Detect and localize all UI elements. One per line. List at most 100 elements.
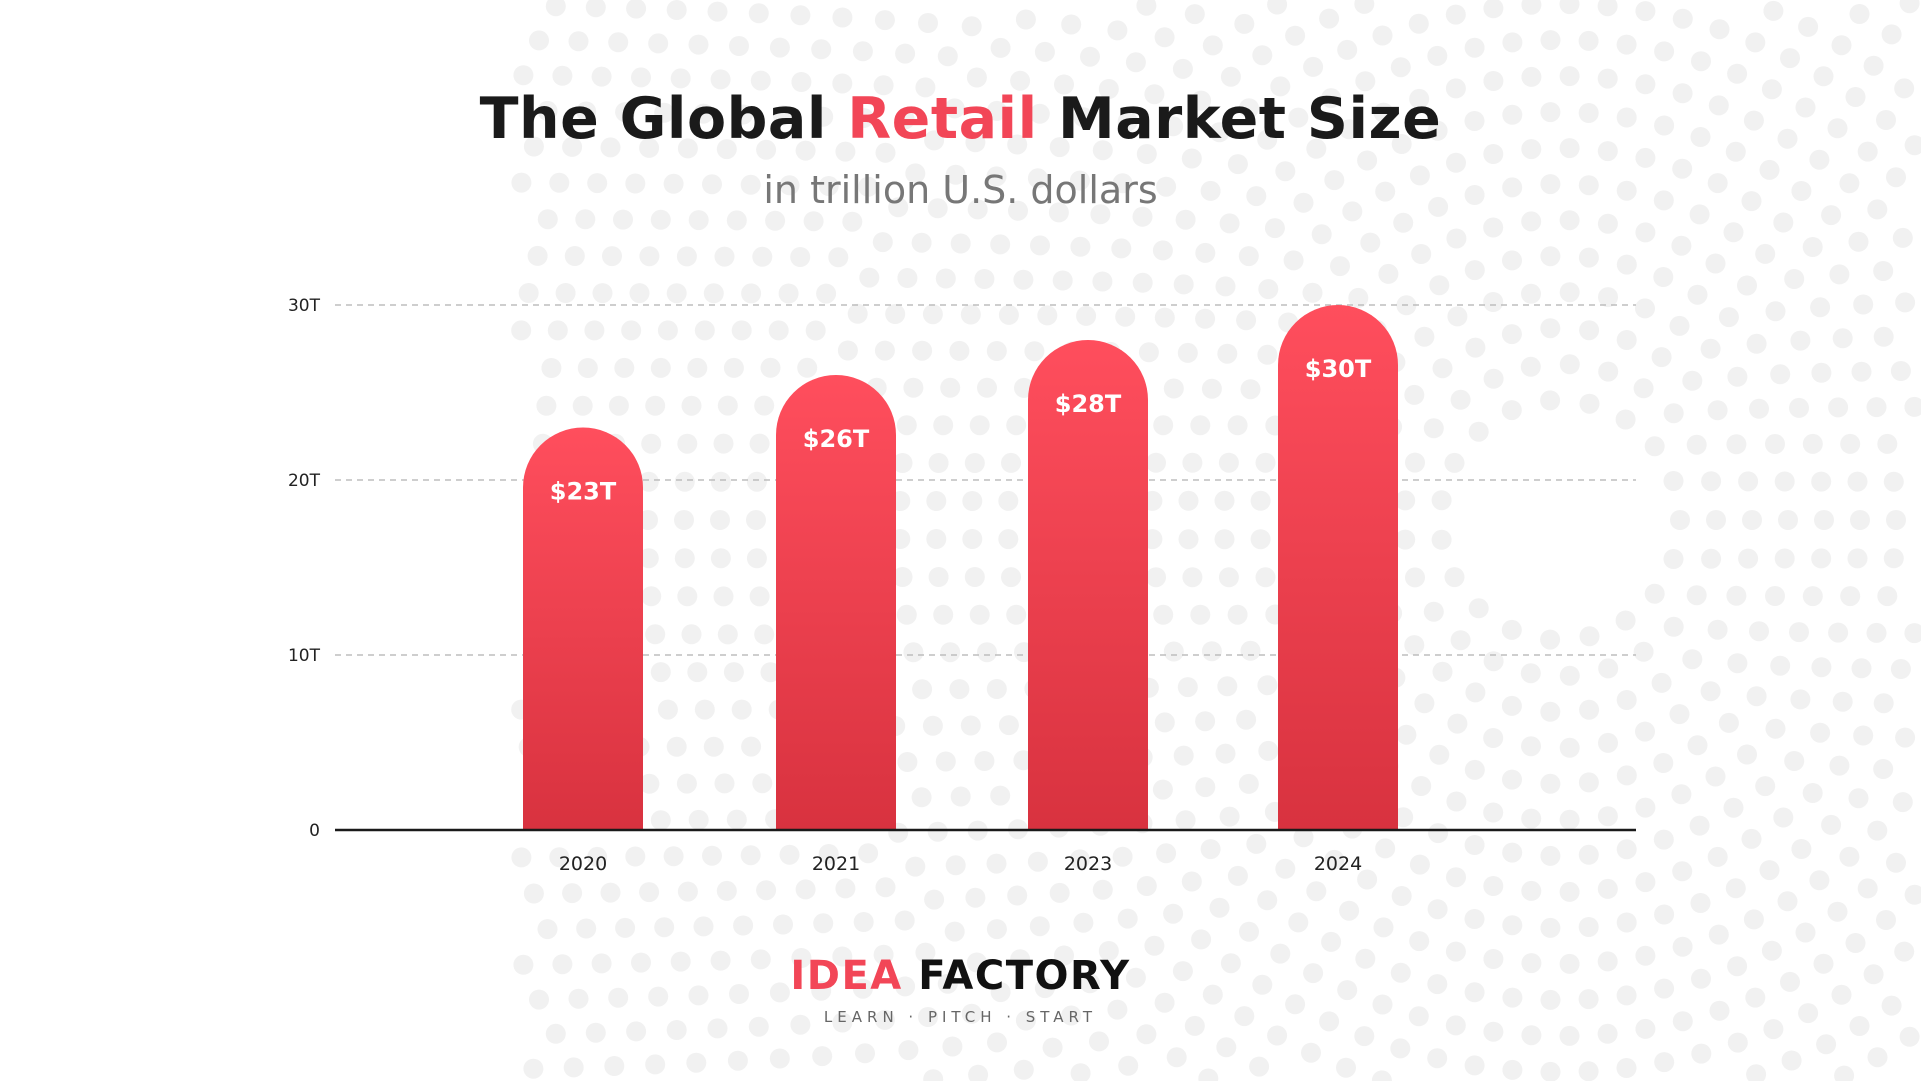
background-dot <box>1502 915 1523 936</box>
background-dot <box>1483 651 1504 672</box>
background-dot <box>813 106 834 127</box>
background-dot <box>874 10 895 31</box>
background-dot <box>969 415 990 436</box>
background-dot <box>1337 980 1358 1001</box>
background-dot <box>1393 212 1414 233</box>
background-dot <box>1163 116 1184 137</box>
background-dot <box>733 104 754 125</box>
background-dot <box>1867 199 1888 220</box>
background-dot <box>1303 963 1324 984</box>
background-dot <box>1701 548 1722 569</box>
background-dot <box>905 163 926 184</box>
background-dot <box>654 102 675 123</box>
background-dot <box>818 844 839 864</box>
background-dot <box>752 246 773 267</box>
background-dot <box>1390 57 1411 78</box>
background-dot <box>1829 264 1850 285</box>
background-dot <box>1689 815 1710 836</box>
background-dot <box>1080 973 1100 994</box>
background-dot <box>1006 415 1027 436</box>
background-dot <box>1579 699 1600 720</box>
background-dot <box>1468 598 1489 619</box>
background-dot <box>1483 368 1504 389</box>
background-dot <box>888 197 909 218</box>
background-dot <box>1303 56 1324 77</box>
background-dot <box>674 510 694 530</box>
background-dot <box>1540 917 1561 938</box>
background-dot <box>1597 878 1618 899</box>
background-dot <box>1904 396 1921 417</box>
background-dot <box>1238 773 1259 794</box>
background-dot <box>677 881 698 902</box>
background-dot <box>1559 737 1580 758</box>
background-dot <box>1239 921 1259 942</box>
background-dot <box>608 32 629 53</box>
background-dot <box>1848 788 1869 809</box>
background-dot <box>1267 1025 1288 1046</box>
background-dot <box>1069 170 1090 191</box>
background-dot <box>1190 415 1211 436</box>
background-dot <box>1834 1065 1855 1081</box>
background-dot <box>631 952 651 973</box>
background-dot <box>923 1069 944 1081</box>
background-dot <box>536 395 557 416</box>
background-dot <box>872 232 893 253</box>
background-dot <box>1616 330 1637 350</box>
background-dot <box>1464 37 1485 58</box>
background-dot <box>1743 110 1764 131</box>
background-dot <box>1708 924 1729 945</box>
background-dot <box>1163 378 1184 399</box>
background-dot <box>1483 876 1504 896</box>
background-dot <box>1354 1026 1375 1047</box>
background-dot <box>1501 324 1522 345</box>
background-dot <box>1777 128 1798 149</box>
background-dot <box>1423 418 1444 439</box>
background-dot <box>1798 16 1819 37</box>
background-dot <box>998 529 1019 550</box>
background-dot <box>1521 66 1542 87</box>
background-dot <box>1540 701 1561 722</box>
background-dot <box>1201 378 1222 399</box>
background-dot <box>1810 722 1831 743</box>
background-dot <box>1182 567 1203 588</box>
background-dot <box>1429 744 1450 765</box>
background-dot <box>1894 941 1915 962</box>
background-dot <box>1257 344 1278 365</box>
background-dot <box>1042 1037 1063 1058</box>
background-dot <box>1408 13 1429 34</box>
background-dot <box>1847 548 1868 569</box>
y-tick-label: 0 <box>309 821 320 841</box>
background-dot <box>1802 433 1823 454</box>
background-dot <box>1727 63 1748 84</box>
background-dot <box>529 30 549 51</box>
background-dot <box>592 283 613 304</box>
background-dot <box>1521 1025 1542 1046</box>
x-tick-label: 2020 <box>559 853 607 875</box>
background-dot <box>1765 434 1785 454</box>
background-dot <box>639 773 660 794</box>
bars <box>523 305 1398 830</box>
background-dot <box>1202 984 1223 1005</box>
background-dot <box>1219 213 1240 234</box>
background-dot <box>1372 994 1393 1015</box>
background-dot <box>733 915 754 936</box>
background-dot <box>523 883 544 904</box>
background-dot <box>1195 308 1216 329</box>
background-dot <box>1355 71 1376 92</box>
background-dot <box>1238 246 1259 267</box>
background-dot <box>965 887 986 908</box>
background-dot <box>552 65 573 86</box>
background-dot <box>855 1043 875 1064</box>
background-dot <box>1073 912 1094 933</box>
background-dot <box>892 567 913 587</box>
background-dot <box>666 1020 687 1040</box>
background-dot <box>657 320 678 341</box>
background-dot <box>1780 48 1800 69</box>
background-dot <box>1813 66 1834 87</box>
background-dot <box>1414 693 1435 714</box>
background-dot <box>1373 917 1394 938</box>
background-dot <box>575 209 596 230</box>
background-dot <box>1578 30 1599 51</box>
background-dot <box>1700 338 1721 359</box>
background-dot <box>1172 961 1193 982</box>
